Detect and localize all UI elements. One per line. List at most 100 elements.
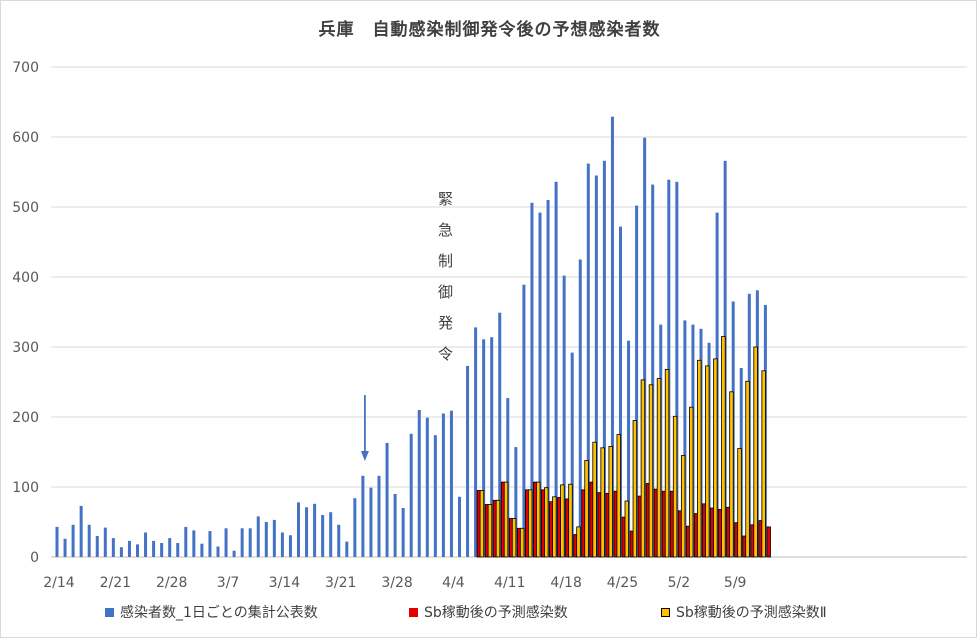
y-tick-label: 100	[12, 480, 39, 496]
bar-reported	[63, 538, 67, 557]
bar-reported	[224, 528, 228, 557]
bar-predicted-2	[680, 455, 686, 558]
bar-reported	[458, 496, 461, 557]
bar-predicted-2	[648, 384, 654, 558]
x-tick-label: 4/11	[494, 575, 525, 591]
bar-predicted-2	[568, 483, 573, 558]
bar-predicted-2	[713, 358, 718, 558]
x-tick-label: 3/14	[269, 575, 301, 591]
bar-reported	[554, 181, 558, 558]
y-tick-label: 300	[12, 340, 39, 356]
legend-label-predicted-2: Sb稼動後の予測感染数Ⅱ	[676, 605, 827, 621]
bar-predicted-2	[536, 481, 541, 558]
bar-reported	[578, 259, 582, 557]
bar-reported	[313, 503, 317, 557]
bar-predicted-2	[729, 391, 734, 558]
bar-reported	[385, 442, 389, 557]
bar-predicted-2	[721, 336, 726, 558]
bar-reported	[643, 137, 647, 557]
bar-predicted-2	[528, 489, 533, 558]
bar-reported	[208, 531, 212, 557]
bar-reported	[683, 320, 687, 557]
bar-reported	[353, 498, 357, 557]
bar-predicted-2	[761, 370, 766, 558]
bar-predicted-2	[560, 484, 565, 558]
bar-predicted-2	[632, 420, 638, 558]
bar-reported	[619, 226, 622, 557]
x-tick-label: 2/21	[100, 575, 131, 591]
bar-predicted-2	[600, 447, 605, 558]
bar-predicted-2	[689, 406, 694, 558]
bar-reported	[506, 398, 510, 557]
x-tick-label: 3/21	[325, 575, 356, 591]
bar-predicted-2	[608, 445, 613, 558]
y-tick-label: 600	[12, 130, 39, 146]
bar-reported	[144, 532, 148, 557]
bar-reported	[160, 543, 164, 557]
bar-reported	[602, 160, 606, 558]
bar-reported	[216, 546, 220, 557]
bar-reported	[119, 547, 123, 557]
legend-item-predicted-2: Sb稼動後の予測感染数Ⅱ	[661, 602, 827, 622]
bar-reported	[675, 181, 679, 558]
bar-reported	[55, 526, 59, 557]
x-tick-label: 2/28	[156, 575, 187, 591]
bar-predicted-2	[664, 368, 670, 558]
bar-predicted-2	[753, 346, 758, 558]
bar-reported	[95, 536, 99, 557]
bar-reported	[87, 524, 91, 557]
bar-reported	[240, 528, 244, 557]
bar-reported	[345, 541, 349, 557]
y-tick-label: 500	[12, 200, 39, 216]
bar-reported	[272, 519, 276, 557]
bar-reported	[546, 200, 550, 557]
annotation-label: 緊急制御発令	[436, 191, 454, 377]
bar-predicted-2	[479, 490, 485, 558]
bar-reported	[152, 540, 156, 557]
x-tick-label: 5/2	[668, 575, 691, 591]
bar-reported	[522, 284, 526, 557]
bar-reported	[256, 516, 260, 557]
bar-predicted	[766, 526, 771, 558]
legend-item-predicted: Sb稼動後の予測感染数	[409, 602, 568, 622]
bar-predicted-2	[584, 459, 589, 558]
x-tick-label: 3/7	[217, 575, 240, 591]
bar-reported	[305, 507, 309, 557]
bar-predicted-2	[495, 499, 501, 558]
x-tick-label: 4/18	[550, 575, 581, 591]
bar-reported	[490, 337, 494, 557]
bar-reported	[594, 175, 598, 557]
bar-reported	[168, 538, 172, 557]
bar-reported	[610, 116, 614, 557]
bar-reported	[627, 340, 631, 557]
bar-reported	[71, 524, 75, 557]
bar-reported	[329, 512, 333, 557]
bar-predicted-2	[487, 504, 493, 558]
annotation-arrowhead	[360, 451, 369, 461]
bar-reported	[361, 475, 365, 557]
bar-predicted-2	[511, 518, 517, 558]
bar-reported	[482, 339, 486, 557]
bar-predicted-2	[519, 527, 525, 558]
bar-reported	[264, 522, 268, 557]
bar-reported	[232, 550, 236, 557]
bar-reported	[586, 163, 590, 557]
bar-reported	[401, 508, 405, 557]
bar-reported	[466, 365, 470, 557]
bar-predicted-2	[656, 378, 662, 558]
legend-swatch-predicted	[409, 608, 418, 617]
bar-reported	[393, 494, 397, 557]
legend-label-reported: 感染者数_1日ごとの集計公表数	[120, 605, 318, 621]
legend-item-reported: 感染者数_1日ごとの集計公表数	[105, 602, 318, 622]
bar-reported	[369, 487, 373, 557]
bar-predicted-2	[697, 359, 702, 558]
bar-reported	[200, 543, 204, 557]
bar-reported	[127, 540, 131, 557]
bar-predicted-2	[705, 365, 710, 558]
legend-swatch-predicted-2	[661, 608, 670, 617]
bar-reported	[409, 433, 413, 557]
bar-reported	[280, 532, 284, 557]
bar-reported	[184, 526, 188, 557]
bar-reported	[288, 535, 292, 557]
